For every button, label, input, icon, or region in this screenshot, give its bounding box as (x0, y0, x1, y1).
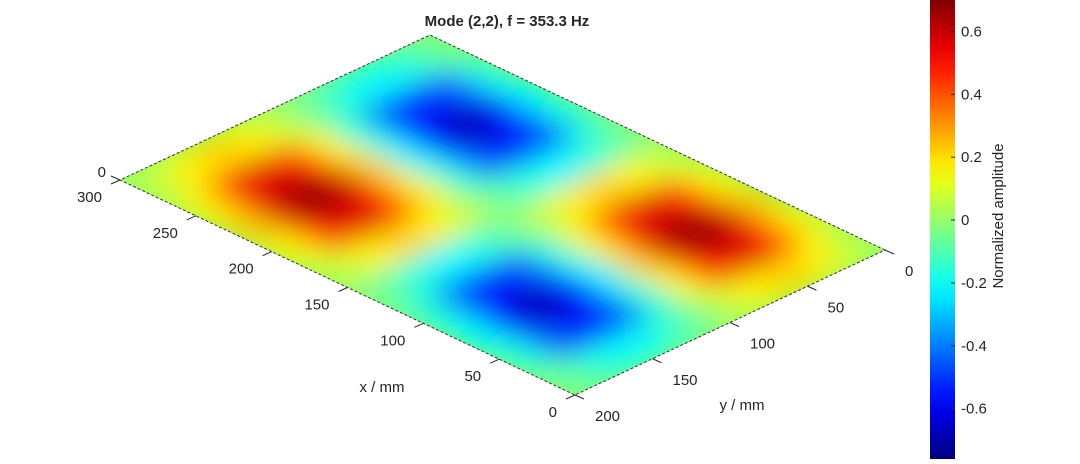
y-tick-label: 100 (750, 336, 775, 353)
y-tick-label: 150 (673, 372, 698, 389)
y-tick (574, 394, 585, 400)
x-tick-label: 50 (464, 368, 481, 385)
y-tick (652, 358, 662, 364)
z-tick-label: 0 (98, 164, 106, 181)
x-axis-label: x / mm (360, 379, 405, 396)
x-tick (338, 287, 348, 292)
x-tick (186, 215, 197, 221)
y-tick (807, 285, 817, 291)
x-tick (414, 322, 424, 328)
colorbar-tick-label: -0.2 (961, 275, 987, 292)
colorbar-tick-label: 0.6 (961, 23, 982, 40)
colorbar-label: Normalized amplitude (990, 143, 1007, 288)
chart-title: Mode (2,2), f = 353.3 Hz (425, 13, 590, 30)
x-tick-label: 100 (380, 332, 405, 349)
colorbar-tick-label: 0 (961, 212, 969, 229)
y-tick-label: 50 (828, 299, 845, 316)
x-tick (110, 179, 121, 185)
colorbar-tick-label: -0.6 (961, 401, 987, 418)
y-tick (729, 322, 740, 327)
x-tick-label: 250 (153, 225, 178, 242)
surface-cell (120, 164, 198, 203)
x-tick-label: 0 (549, 404, 557, 421)
x-tick-label: 300 (77, 189, 102, 206)
y-axis-label: y / mm (720, 397, 765, 414)
colorbar-tick-label: 0.2 (961, 149, 982, 166)
x-tick-label: 200 (229, 261, 254, 278)
z-tick (110, 175, 121, 181)
colorbar (930, 0, 955, 459)
y-tick-label: 0 (905, 263, 913, 280)
surface (120, 35, 885, 395)
colorbar-tick-label: 0.4 (961, 86, 982, 103)
y-tick (884, 249, 895, 255)
x-tick-label: 150 (304, 297, 329, 314)
x-tick (489, 358, 500, 364)
colorbar-tick-label: -0.4 (961, 338, 987, 355)
surface-clip (120, 35, 885, 395)
y-tick-label: 200 (595, 408, 620, 425)
x-tick (262, 251, 272, 257)
x-tick (565, 394, 576, 400)
